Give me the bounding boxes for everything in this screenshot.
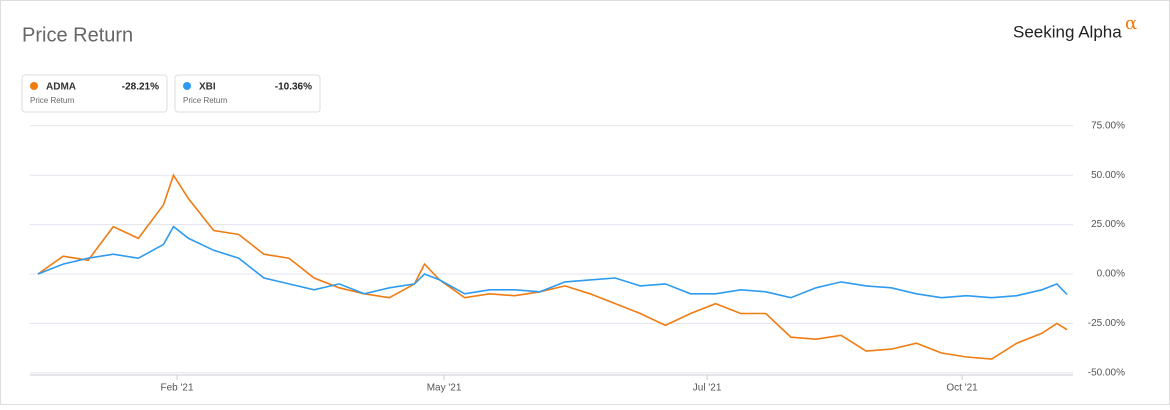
x-tick-label: Jul '21	[693, 383, 722, 394]
legend-dot	[183, 82, 191, 90]
legend-box[interactable]	[21, 74, 168, 113]
y-tick-label: -25.00%	[1088, 318, 1125, 329]
x-tick-label: May '21	[427, 383, 462, 394]
legend-name: XBI	[199, 82, 216, 93]
y-tick-label: 0.00%	[1097, 269, 1125, 280]
y-tick-label: 25.00%	[1091, 219, 1125, 230]
y-tick-label: -50.00%	[1088, 367, 1125, 378]
legend-box[interactable]	[174, 74, 321, 113]
brand: Seeking Alpha	[1013, 22, 1122, 41]
legend-dot	[30, 82, 38, 90]
y-tick-label: 75.00%	[1091, 120, 1125, 131]
legend-subtitle: Price Return	[30, 96, 74, 105]
brand-mark: α	[1125, 13, 1137, 34]
legend-value: -10.36%	[275, 82, 312, 93]
series-line	[37, 225, 1068, 299]
x-tick-label: Oct '21	[946, 383, 978, 394]
x-tick-label: Feb '21	[161, 383, 194, 394]
chart-title: Price Return	[22, 24, 133, 46]
y-tick-label: 50.00%	[1091, 170, 1125, 181]
legend-name: ADMA	[46, 82, 76, 93]
legend-value: -28.21%	[122, 82, 159, 93]
legend-subtitle: Price Return	[183, 96, 227, 105]
